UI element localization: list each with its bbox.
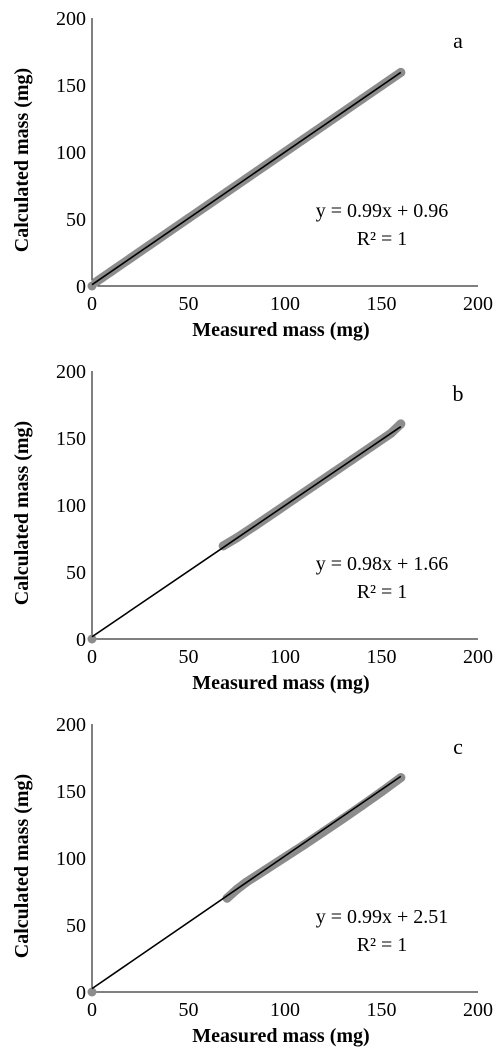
y-tick-label: 0: [76, 982, 86, 1004]
y-tick-label: 150: [56, 428, 86, 450]
x-tick-labels-a: 0 50 100 150 200: [87, 293, 493, 315]
panel-label: b: [453, 381, 464, 406]
chart-panel-b: 0 50 100 150 200 0 50 100 150 200 Measur…: [0, 353, 502, 706]
x-tick-label: 0: [87, 999, 97, 1021]
data-point: [396, 773, 406, 783]
y-tick-label: 200: [56, 714, 86, 736]
x-tick-labels-b: 0 50 100 150 200: [87, 646, 493, 668]
x-tick-label: 0: [87, 646, 97, 668]
series-band: [222, 773, 406, 903]
x-tick-label: 200: [463, 646, 493, 668]
x-tick-label: 50: [179, 999, 199, 1021]
x-tick-label: 200: [463, 293, 493, 315]
y-tick-label: 150: [56, 781, 86, 803]
y-tick-label: 200: [56, 8, 86, 30]
x-tick-label: 150: [367, 999, 397, 1021]
data-point: [87, 987, 97, 997]
y-tick-labels-b: 0 50 100 150 200: [56, 361, 86, 651]
data-point: [357, 800, 367, 810]
chart-panel-c: 0 50 100 150 200 0 50 100 150 200 Measur…: [0, 706, 502, 1059]
data-point: [87, 634, 97, 644]
r-squared-label: R² = 1: [357, 934, 408, 956]
x-axis-label: Measured mass (mg): [192, 1025, 369, 1047]
x-tick-label: 200: [463, 999, 493, 1021]
trendline-equation: y = 0.99x + 0.96: [316, 200, 449, 222]
y-tick-label: 50: [66, 915, 86, 937]
trendline: [91, 775, 402, 990]
data-marks-a: [87, 67, 406, 291]
y-tick-label: 150: [56, 75, 86, 97]
trendline: [91, 71, 402, 286]
data-point: [377, 787, 386, 797]
y-axis-label: Calculated mass (mg): [11, 774, 33, 958]
trendline-equation: y = 0.98x + 1.66: [316, 553, 449, 575]
x-axis-label: Measured mass (mg): [192, 672, 369, 694]
y-axis-label: Calculated mass (mg): [11, 68, 33, 252]
y-tick-label: 0: [76, 629, 86, 651]
x-axis-label: Measured mass (mg): [192, 319, 369, 341]
x-tick-label: 0: [87, 293, 97, 315]
x-tick-label: 150: [367, 646, 397, 668]
panel-label: a: [453, 28, 463, 53]
x-tick-label: 100: [270, 646, 300, 668]
panel-label: c: [453, 734, 463, 759]
y-tick-label: 100: [56, 495, 86, 517]
chart-svg-a: 0 50 100 150 200 0 50 100 150 200 Measur…: [11, 8, 493, 341]
y-tick-label: 50: [66, 209, 86, 231]
y-tick-labels-a: 0 50 100 150 200: [56, 8, 86, 298]
y-axis-label: Calculated mass (mg): [11, 421, 33, 605]
data-point: [299, 840, 309, 850]
y-tick-label: 100: [56, 848, 86, 870]
x-tick-label: 100: [270, 999, 300, 1021]
axes-a: [91, 18, 478, 287]
data-point: [319, 827, 329, 837]
y-tick-label: 0: [76, 276, 86, 298]
chart-svg-b: 0 50 100 150 200 0 50 100 150 200 Measur…: [11, 361, 493, 694]
x-tick-label: 50: [179, 646, 199, 668]
r-squared-label: R² = 1: [357, 228, 408, 250]
y-tick-label: 200: [56, 361, 86, 383]
data-point: [338, 814, 348, 824]
axes-b: [91, 371, 478, 640]
chart-panel-a: 0 50 100 150 200 0 50 100 150 200 Measur…: [0, 0, 502, 353]
x-tick-label: 150: [367, 293, 397, 315]
trendline: [91, 426, 402, 638]
y-tick-label: 100: [56, 142, 86, 164]
x-tick-label: 100: [270, 293, 300, 315]
r-squared-label: R² = 1: [357, 581, 408, 603]
y-tick-label: 50: [66, 562, 86, 584]
chart-svg-c: 0 50 100 150 200 0 50 100 150 200 Measur…: [11, 714, 493, 1047]
trendline-equation: y = 0.99x + 2.51: [316, 906, 449, 928]
y-tick-labels-c: 0 50 100 150 200: [56, 714, 86, 1004]
axes-c: [91, 724, 478, 993]
x-tick-label: 50: [179, 293, 199, 315]
data-marks-c: [87, 773, 406, 997]
data-point: [396, 419, 406, 429]
data-marks-b: [87, 419, 406, 644]
x-tick-labels-c: 0 50 100 150 200: [87, 999, 493, 1021]
data-point: [222, 893, 232, 903]
